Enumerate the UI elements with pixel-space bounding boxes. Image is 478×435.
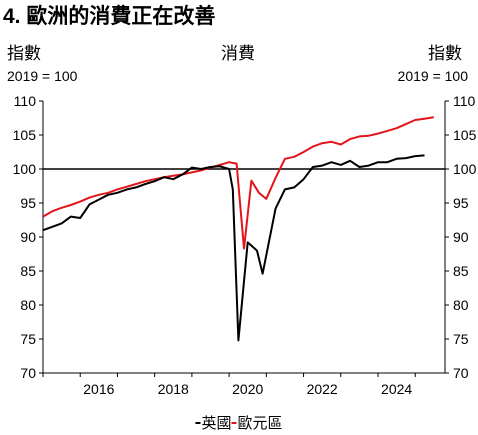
y-tick-label-right: 110: [453, 93, 476, 109]
y-tick-label-right: 105: [453, 127, 477, 143]
left-axis-note: 2019 = 100: [7, 68, 78, 84]
legend-label: 英國: [201, 415, 232, 432]
y-tick-label-left: 100: [13, 161, 37, 177]
chart-title: 消費: [221, 44, 255, 63]
y-tick-label-left: 105: [13, 127, 37, 143]
x-tick-label: 2020: [232, 381, 263, 397]
x-tick-label: 2018: [158, 381, 189, 397]
page-title: 4. 歐洲的消費正在改善: [3, 5, 216, 28]
y-tick-label-left: 95: [20, 195, 36, 211]
legend-label: 歐元區: [237, 415, 283, 432]
y-tick-label-left: 75: [20, 331, 36, 347]
right-axis-title: 指數: [428, 44, 462, 63]
chart-series: [42, 116, 434, 342]
y-tick-label-left: 85: [20, 263, 36, 279]
right-axis-note: 2019 = 100: [397, 68, 468, 84]
y-tick-label-right: 85: [453, 263, 469, 279]
x-tick-label: 2024: [381, 381, 412, 397]
chart-legend: 英國 歐元區: [195, 412, 283, 433]
x-tick-label: 2016: [83, 381, 114, 397]
line-chart: 70 70 75 75 80 80 85 85 90 90 95 95 100 100 105 105 110 1…: [13, 93, 477, 397]
y-tick-label-left: 80: [20, 297, 36, 313]
x-tick-label: 2022: [307, 381, 338, 397]
y-tick-label-right: 80: [453, 297, 469, 313]
y-tick-label-left: 90: [20, 229, 36, 245]
chart-axes: 70 70 75 75 80 80 85 85 90 90 95 95 100 100 105 105 110 1…: [13, 93, 477, 397]
y-tick-label-right: 70: [453, 365, 469, 381]
series-line-eurozone: [42, 116, 434, 250]
y-tick-label-right: 100: [453, 161, 477, 177]
y-tick-label-right: 75: [453, 331, 469, 347]
y-tick-label-left: 70: [20, 365, 36, 381]
legend-swatch: [231, 421, 237, 424]
y-tick-label-right: 95: [453, 195, 469, 211]
legend-swatch: [195, 421, 201, 424]
y-tick-label-right: 90: [453, 229, 469, 245]
series-line-uk: [42, 154, 425, 342]
y-tick-label-left: 110: [14, 93, 37, 109]
left-axis-title: 指數: [7, 44, 41, 63]
